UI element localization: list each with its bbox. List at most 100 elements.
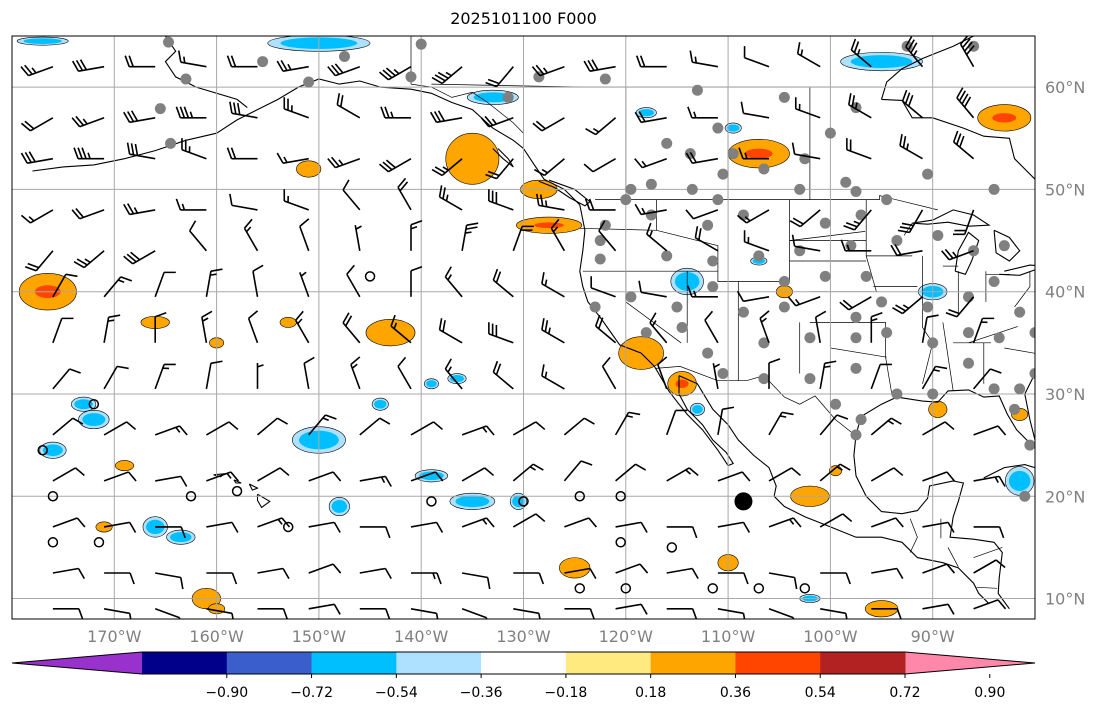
- coastline: [164, 36, 248, 109]
- wind-barb: [336, 93, 361, 119]
- wind-barb: [308, 414, 337, 436]
- calm-wind-circle: [666, 542, 678, 553]
- wind-barb: [956, 87, 975, 119]
- wind-barb: [583, 158, 616, 173]
- wind-barb: [256, 417, 288, 436]
- colorbar-tick-label: 0.72: [889, 685, 920, 701]
- coastline: [248, 483, 259, 491]
- wind-barb: [103, 521, 137, 533]
- wind-barb: [533, 158, 565, 177]
- wind-barb: [634, 111, 667, 124]
- wind-barb: [959, 36, 975, 68]
- wind-barb: [666, 567, 699, 580]
- wind-barb: [485, 158, 514, 180]
- positive-contour: [445, 132, 500, 185]
- wind-barb: [243, 218, 259, 252]
- wind-barb: [226, 55, 258, 68]
- wind-barb: [154, 363, 176, 390]
- negative-contour-core: [331, 500, 348, 513]
- wind-barb: [52, 567, 86, 580]
- latitude-label: 30°N: [1045, 385, 1085, 404]
- wind-barb: [973, 599, 1007, 610]
- wind-barb: [154, 271, 176, 298]
- wind-barb: [870, 417, 902, 436]
- wind-barb: [820, 608, 849, 619]
- wind-barb: [327, 63, 361, 77]
- station-dot: [758, 373, 770, 385]
- wind-barb: [685, 151, 719, 165]
- negative-contour-core: [692, 405, 703, 414]
- wind-barb: [226, 147, 258, 160]
- wind-barb: [283, 189, 309, 211]
- station-dot: [968, 245, 980, 257]
- wind-barb: [512, 513, 546, 528]
- calm-wind-circle: [799, 583, 811, 594]
- wind-barb: [899, 134, 923, 160]
- negative-contour-core: [374, 399, 387, 409]
- station-dot: [758, 337, 770, 349]
- longitude-label: 140°W: [394, 627, 449, 646]
- coastline: [1034, 367, 1035, 369]
- wind-barb: [52, 607, 84, 619]
- station-dot: [405, 71, 417, 83]
- wind-barb: [295, 310, 310, 344]
- station-dot: [1014, 306, 1026, 318]
- wind-barb: [410, 471, 444, 482]
- positive-contour: [559, 557, 591, 579]
- positive-contour: [115, 460, 135, 471]
- wind-barb: [327, 156, 361, 169]
- wind-barb: [206, 521, 239, 533]
- wind-barb: [531, 64, 565, 77]
- longitude-label: 110°W: [701, 627, 756, 646]
- wind-barb: [308, 563, 342, 574]
- wind-barb: [819, 513, 853, 528]
- wind-barb: [657, 356, 668, 390]
- negative-contour-core: [42, 444, 63, 456]
- wind-barb: [155, 475, 188, 487]
- wind-barb: [634, 157, 667, 169]
- wind-barb: [350, 356, 361, 390]
- coastline: [233, 479, 242, 484]
- station-dot: [1009, 403, 1021, 415]
- political-border: [942, 322, 954, 391]
- station-dot: [1029, 327, 1035, 339]
- wind-barb: [512, 463, 544, 482]
- wind-barb: [103, 365, 129, 390]
- station-dot: [415, 38, 427, 50]
- wind-barb: [103, 276, 133, 298]
- station-dot: [891, 235, 903, 247]
- latitude-label: 40°N: [1045, 283, 1085, 302]
- wind-barb: [103, 471, 137, 482]
- wind-barb: [890, 244, 923, 257]
- latitude-labels: 60°N 50°N 40°N 30°N 20°N 10°N: [1045, 78, 1085, 608]
- station-dot: [702, 219, 714, 231]
- coastline: [993, 229, 1021, 262]
- wind-barb: [768, 608, 795, 619]
- map-plot-area: [12, 36, 1035, 619]
- wind-barb: [252, 264, 264, 297]
- station-dot: [686, 183, 698, 195]
- coastline: [999, 264, 1035, 276]
- wind-barb: [461, 467, 495, 482]
- station-dot: [819, 270, 831, 282]
- political-border: [655, 366, 857, 437]
- wind-barb: [615, 521, 648, 533]
- station-dot: [717, 168, 729, 180]
- station-dot: [753, 250, 765, 262]
- wind-barb: [614, 411, 641, 436]
- wind-barb: [796, 42, 821, 68]
- positive-contour-core: [992, 113, 1017, 123]
- colorbar-lower-extend: [12, 652, 142, 674]
- wind-barb: [541, 272, 565, 298]
- calm-wind-circle: [574, 583, 586, 594]
- wind-barb: [814, 310, 827, 343]
- wind-barb: [819, 360, 837, 390]
- wind-barb: [666, 526, 698, 539]
- wind-barb: [973, 526, 1005, 539]
- wind-barb: [485, 66, 514, 88]
- calm-wind-circle: [185, 491, 197, 502]
- station-dot: [707, 255, 719, 267]
- wind-barb: [635, 55, 667, 68]
- colorbar-tick-label: 0.18: [635, 685, 666, 701]
- station-dot: [855, 209, 867, 221]
